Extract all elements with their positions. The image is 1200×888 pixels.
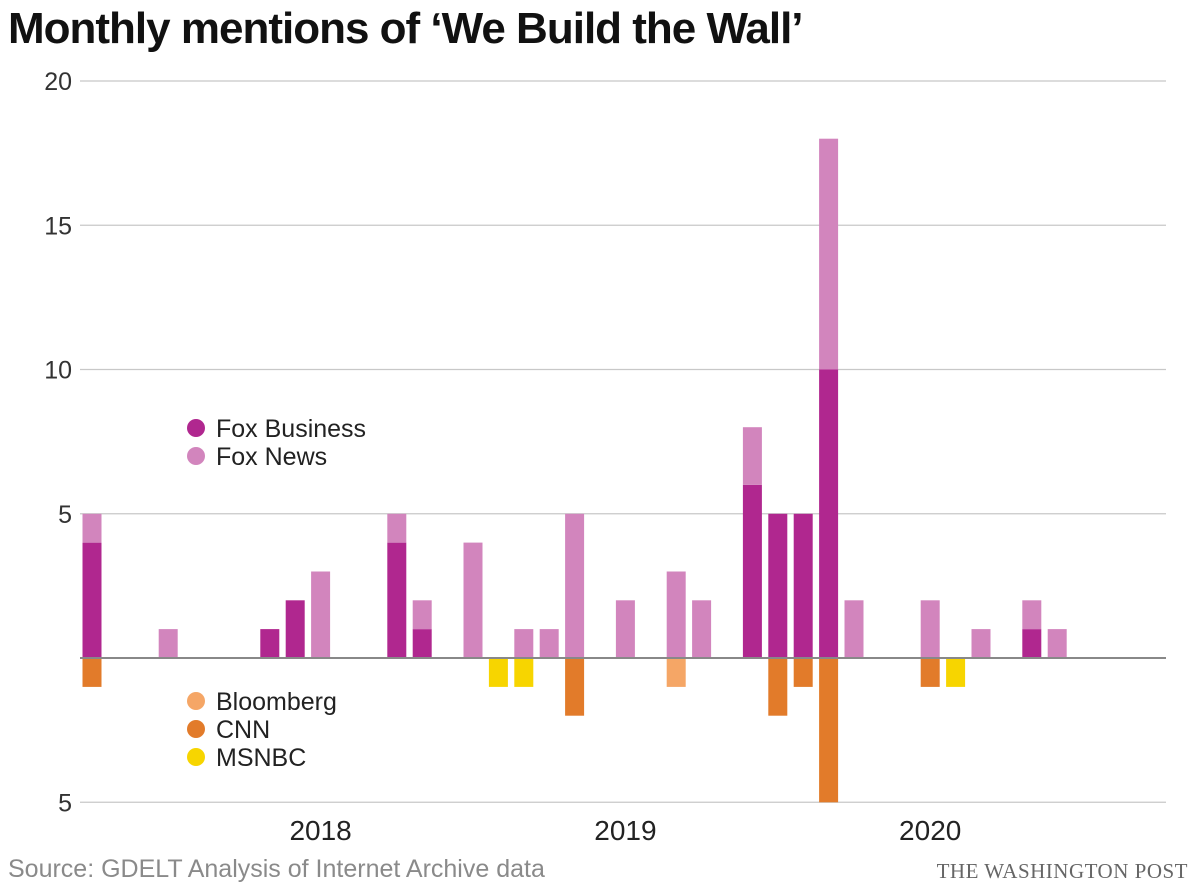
- bar-msnbc-2018-08: [488, 658, 508, 687]
- legend-label-fox-news: Fox News: [216, 443, 327, 471]
- bar-fox-news-2017-04: [82, 513, 102, 543]
- bar-fox-business-2018-04: [387, 542, 407, 658]
- source-note: Source: GDELT Analysis of Internet Archi…: [8, 855, 545, 883]
- legend-label-msnbc: MSNBC: [216, 744, 306, 772]
- bar-fox-business-2019-08: [793, 513, 813, 659]
- y-tick-label: 15: [44, 212, 72, 240]
- bar-fox-news-2017-07: [158, 629, 178, 658]
- legend-swatch-cnn: [187, 720, 205, 738]
- bar-fox-news-2020-03: [971, 629, 991, 658]
- bar-fox-business-2017-12: [285, 600, 305, 658]
- bar-fox-news-2019-01: [615, 600, 635, 658]
- bar-fox-news-2018-05: [412, 600, 432, 630]
- grid-lines: [80, 80, 1166, 803]
- bar-fox-news-2018-07: [463, 542, 483, 658]
- y-tick-label-lower: 5: [58, 789, 72, 817]
- legend-swatch-fox-business: [187, 419, 205, 437]
- bar-cnn-2019-09: [819, 658, 839, 803]
- legend-label-cnn: CNN: [216, 716, 270, 744]
- legend-swatch-msnbc: [187, 748, 205, 766]
- bar-fox-business-2019-09: [819, 369, 839, 658]
- bar-bloomberg-2019-03: [666, 658, 686, 687]
- bar-msnbc-2018-09: [514, 658, 534, 687]
- y-tick-label: 5: [58, 501, 72, 529]
- bar-cnn-2019-08: [793, 658, 813, 687]
- bar-fox-news-2018-09: [514, 629, 534, 658]
- bar-cnn-2017-04: [82, 658, 102, 687]
- chart-title: Monthly mentions of ‘We Build the Wall’: [8, 4, 804, 53]
- bar-fox-news-2019-06: [742, 427, 762, 485]
- x-tick-label-2019: 2019: [594, 815, 656, 846]
- bar-fox-business-2018-05: [412, 629, 432, 658]
- x-tick-label-2020: 2020: [899, 815, 961, 846]
- bar-fox-news-2019-03: [666, 571, 686, 659]
- bar-cnn-2019-07: [768, 658, 788, 716]
- legend-label-bloomberg: Bloomberg: [216, 688, 337, 716]
- legend-swatch-fox-news: [187, 447, 205, 465]
- x-axis-ticks: 2018 2019 2020: [289, 815, 961, 846]
- bar-fox-news-2018-01: [311, 571, 331, 659]
- bar-fox-news-2019-09: [819, 138, 839, 370]
- bar-msnbc-2020-02: [946, 658, 966, 687]
- bar-fox-news-2020-05: [1022, 600, 1042, 630]
- bar-fox-news-2020-06: [1047, 629, 1067, 658]
- bar-fox-news-2018-10: [539, 629, 559, 658]
- y-tick-label: 10: [44, 357, 72, 385]
- bar-fox-business-2017-11: [260, 629, 280, 658]
- bar-fox-news-2018-04: [387, 513, 407, 543]
- bar-cnn-2018-11: [565, 658, 585, 716]
- bars: [82, 138, 1067, 803]
- bar-fox-business-2019-06: [742, 484, 762, 658]
- legend-swatch-bloomberg: [187, 692, 205, 710]
- credit-line: THE WASHINGTON POST: [936, 859, 1188, 883]
- bar-fox-news-2019-04: [692, 600, 712, 658]
- bar-fox-business-2020-05: [1022, 629, 1042, 658]
- bar-fox-news-2019-10: [844, 600, 864, 658]
- bar-fox-news-2018-11: [565, 513, 585, 659]
- y-axis-ticks: 5 10 15 20 5: [44, 68, 72, 817]
- bar-fox-business-2017-04: [82, 542, 102, 658]
- bar-cnn-2020-01: [920, 658, 940, 687]
- x-tick-label-2018: 2018: [289, 815, 351, 846]
- y-tick-label: 20: [44, 68, 72, 96]
- bar-fox-news-2020-01: [920, 600, 940, 658]
- legend-label-fox-business: Fox Business: [216, 415, 366, 443]
- bar-fox-business-2019-07: [768, 513, 788, 659]
